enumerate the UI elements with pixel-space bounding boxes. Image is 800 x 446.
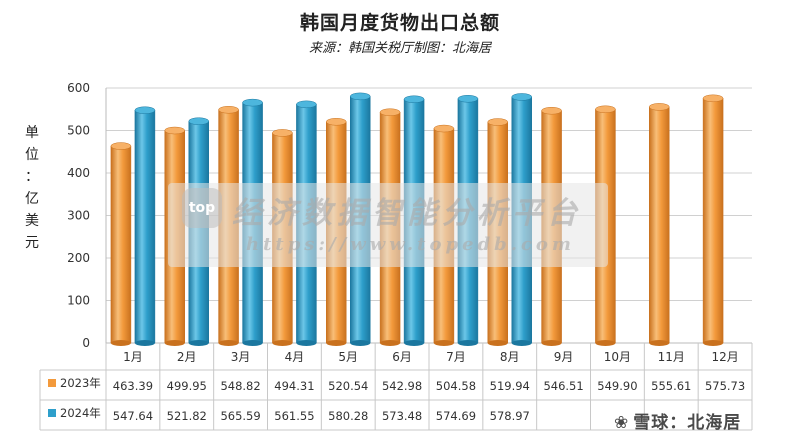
bar-base bbox=[458, 340, 478, 346]
brand-credit: ❀ 雪球：北海居 bbox=[614, 408, 741, 433]
x-tick-label: 4月 bbox=[285, 350, 305, 364]
data-label: 520.54 bbox=[328, 379, 368, 393]
data-label: 565.59 bbox=[220, 409, 260, 423]
bar-cap bbox=[380, 109, 400, 116]
bar-base bbox=[434, 340, 454, 346]
bar-cap bbox=[296, 101, 316, 108]
data-label: 542.98 bbox=[382, 379, 422, 393]
data-label: 499.95 bbox=[167, 379, 207, 393]
bar-base bbox=[272, 340, 292, 346]
bar-cap bbox=[703, 95, 723, 102]
bar-cap bbox=[458, 95, 478, 102]
data-label: 546.51 bbox=[543, 379, 583, 393]
data-label: 561.55 bbox=[274, 409, 314, 423]
x-tick-label: 7月 bbox=[446, 350, 466, 364]
data-label: 549.90 bbox=[597, 379, 637, 393]
legend-swatch bbox=[48, 379, 56, 387]
bar-cap bbox=[649, 103, 669, 110]
bar-2023年 bbox=[649, 107, 669, 343]
bar-cap bbox=[404, 96, 424, 103]
bar-base bbox=[350, 340, 370, 346]
bar-base bbox=[165, 340, 185, 346]
bar-cap bbox=[272, 129, 292, 136]
data-label: 519.94 bbox=[490, 379, 530, 393]
snowball-icon: ❀ bbox=[614, 413, 629, 433]
bar-base bbox=[649, 340, 669, 346]
data-label: 578.97 bbox=[490, 409, 530, 423]
bar-base bbox=[404, 340, 424, 346]
data-label: 548.82 bbox=[220, 379, 260, 393]
legend-swatch bbox=[48, 409, 56, 417]
bar-base bbox=[243, 340, 263, 346]
legend-label: 2023年 bbox=[60, 376, 101, 390]
y-tick-label: 0 bbox=[82, 336, 90, 350]
brand-text: 雪球：北海居 bbox=[633, 413, 741, 433]
watermark-text: 经济数据智能分析平台 bbox=[232, 188, 582, 232]
x-tick-label: 11月 bbox=[658, 350, 685, 364]
bar-cap bbox=[542, 107, 562, 114]
legend-label: 2024年 bbox=[60, 406, 101, 420]
bar-cap bbox=[488, 119, 508, 126]
y-tick-label: 600 bbox=[67, 81, 90, 95]
data-label: 575.73 bbox=[705, 379, 745, 393]
bar-cap bbox=[219, 106, 239, 113]
bar-base bbox=[189, 340, 209, 346]
bar-cap bbox=[165, 127, 185, 134]
bar-2023年 bbox=[111, 146, 131, 343]
bar-base bbox=[380, 340, 400, 346]
x-tick-label: 8月 bbox=[500, 350, 520, 364]
x-tick-label: 12月 bbox=[711, 350, 738, 364]
bar-cap bbox=[350, 93, 370, 100]
bar-2023年 bbox=[703, 98, 723, 343]
bar-cap bbox=[434, 125, 454, 132]
bar-base bbox=[703, 340, 723, 346]
bar-base bbox=[542, 340, 562, 346]
bar-base bbox=[111, 340, 131, 346]
x-tick-label: 5月 bbox=[338, 350, 358, 364]
bar-cap bbox=[326, 118, 346, 125]
y-tick-label: 300 bbox=[67, 209, 90, 223]
watermark-url: https://www.topedb.com bbox=[246, 234, 575, 255]
bar-base bbox=[595, 340, 615, 346]
x-tick-label: 9月 bbox=[554, 350, 574, 364]
data-label: 555.61 bbox=[651, 379, 691, 393]
bar-cap bbox=[512, 93, 532, 100]
bar-base bbox=[488, 340, 508, 346]
bar-base bbox=[135, 340, 155, 346]
data-label: 521.82 bbox=[167, 409, 207, 423]
y-tick-label: 400 bbox=[67, 166, 90, 180]
x-tick-label: 10月 bbox=[604, 350, 631, 364]
bar-base bbox=[512, 340, 532, 346]
data-label: 463.39 bbox=[113, 379, 153, 393]
data-label: 573.48 bbox=[382, 409, 422, 423]
watermark-logo: top bbox=[182, 188, 222, 228]
bar-base bbox=[296, 340, 316, 346]
data-label: 547.64 bbox=[113, 409, 153, 423]
x-tick-label: 1月 bbox=[123, 350, 143, 364]
bar-cap bbox=[243, 99, 263, 106]
bar-cap bbox=[595, 106, 615, 113]
bar-base bbox=[326, 340, 346, 346]
bar-cap bbox=[189, 118, 209, 125]
data-label: 494.31 bbox=[274, 379, 314, 393]
y-tick-label: 200 bbox=[67, 251, 90, 265]
bar-2024年 bbox=[135, 110, 155, 343]
data-label: 580.28 bbox=[328, 409, 368, 423]
y-tick-label: 500 bbox=[67, 124, 90, 138]
x-tick-label: 2月 bbox=[177, 350, 197, 364]
data-label: 504.58 bbox=[436, 379, 476, 393]
y-tick-label: 100 bbox=[67, 294, 90, 308]
x-tick-label: 3月 bbox=[231, 350, 251, 364]
bar-cap bbox=[111, 143, 131, 150]
bar-cap bbox=[135, 107, 155, 114]
data-label: 574.69 bbox=[436, 409, 476, 423]
bar-base bbox=[219, 340, 239, 346]
x-tick-label: 6月 bbox=[392, 350, 412, 364]
